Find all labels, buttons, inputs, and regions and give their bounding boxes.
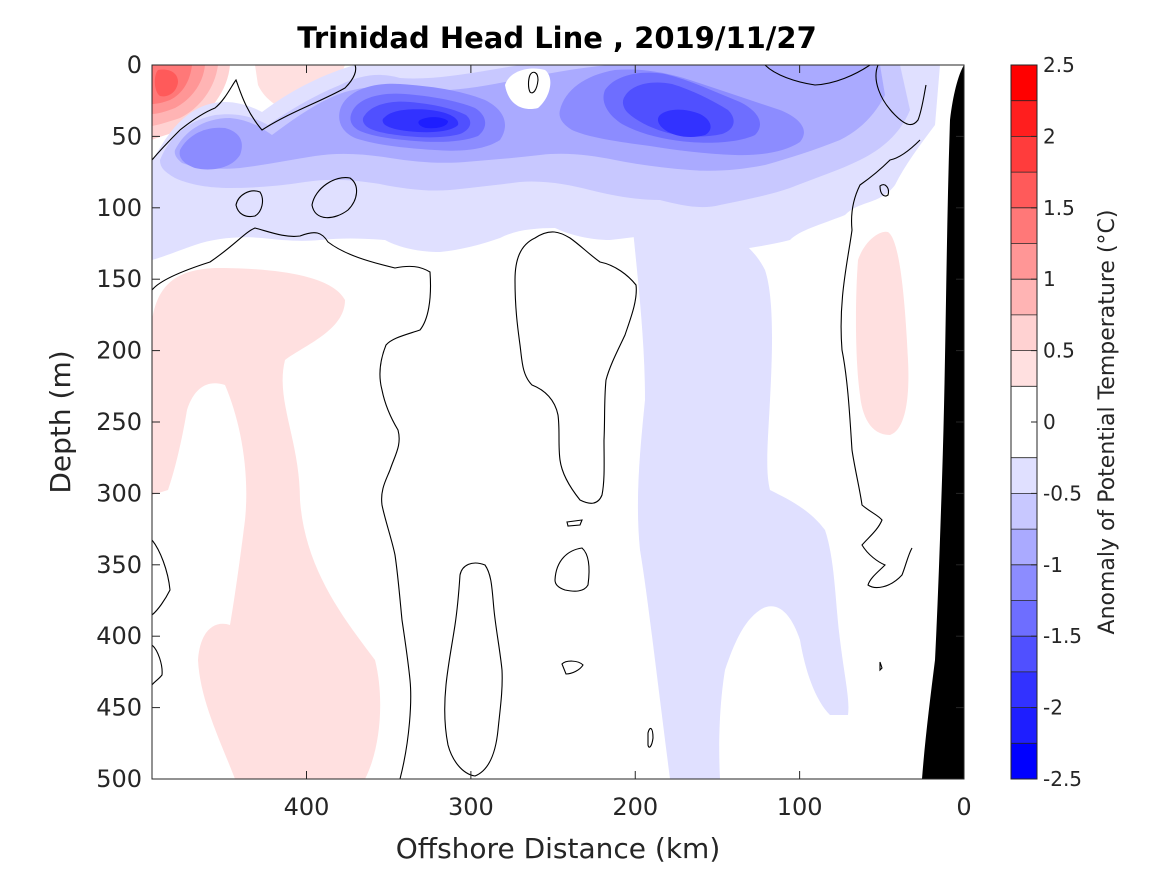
x-axis-ticks: 400 300 200 100 0 [284, 65, 972, 821]
y-tick-label: 500 [96, 765, 142, 793]
cold-core-300km-l5 [418, 117, 448, 129]
colorbar-segment [1011, 243, 1037, 280]
cold-core-175km-l4 [657, 109, 711, 138]
colorbar-segment [1011, 529, 1037, 566]
y-tick-label: 300 [96, 479, 142, 507]
y-axis-ticks: 0 50 100 150 200 250 300 350 400 450 500 [96, 51, 964, 793]
y-axis-label: Depth (m) [44, 350, 77, 493]
x-tick-label: 400 [284, 793, 330, 821]
colorbar-segment [1011, 707, 1037, 744]
colorbar-segment [1011, 100, 1037, 137]
colorbar [1011, 65, 1037, 780]
y-tick-label: 450 [96, 694, 142, 722]
colorbar-tick-label: -0.5 [1043, 481, 1082, 505]
colorbar-segment [1011, 136, 1037, 173]
zero-contours [152, 65, 927, 779]
y-tick-label: 400 [96, 622, 142, 650]
colorbar-tick-label: -1.5 [1043, 624, 1082, 648]
warm-region-offshore-deep [152, 268, 381, 779]
colorbar-segment [1011, 743, 1037, 780]
cold-column-mid [630, 200, 849, 779]
y-tick-label: 200 [96, 337, 142, 365]
colorbar-tick-label: 2.5 [1043, 53, 1075, 77]
x-tick-label: 200 [612, 793, 658, 821]
y-tick-label: 100 [96, 194, 142, 222]
colorbar-label: Anomaly of Potential Temperature (°C) [1095, 210, 1120, 635]
colorbar-tick-label: -2 [1043, 696, 1063, 720]
neutral-pocket-260km [505, 68, 551, 110]
colorbar-tick-label: -1 [1043, 553, 1063, 577]
x-axis-label: Offshore Distance (km) [396, 832, 721, 865]
colorbar-segment [1011, 172, 1037, 209]
warm-core-level-5 [154, 69, 178, 97]
x-tick-label: 100 [777, 793, 823, 821]
y-tick-label: 350 [96, 551, 142, 579]
cold-patch-450km [179, 127, 242, 170]
colorbar-segment [1011, 65, 1037, 102]
y-tick-label: 250 [96, 408, 142, 436]
colorbar-tick-label: 2 [1043, 124, 1056, 148]
colorbar-segment [1011, 207, 1037, 244]
colorbar-tick-label: 0.5 [1043, 339, 1075, 363]
x-tick-label: 0 [956, 793, 971, 821]
colorbar-segment [1011, 350, 1037, 387]
colorbar-segment [1011, 279, 1037, 316]
colorbar-segment [1011, 314, 1037, 352]
colorbar-tick-label: -2.5 [1043, 767, 1082, 791]
bathymetry-shelf [922, 65, 964, 779]
colorbar-tick-label: 0 [1043, 410, 1056, 434]
colorbar-ticks: 2.5 2 1.5 1 0.5 0 -0.5 -1 -1.5 -2 -2.5 [1031, 53, 1082, 791]
plot-area [152, 65, 964, 779]
colorbar-segment [1011, 600, 1037, 637]
colorbar-segment [1011, 636, 1037, 673]
colorbar-segment [1011, 493, 1037, 530]
colorbar-tick-label: 1 [1043, 267, 1056, 291]
y-tick-label: 150 [96, 265, 142, 293]
warm-region-coastal [855, 231, 909, 435]
y-tick-label: 0 [127, 51, 142, 79]
colorbar-segment [1011, 671, 1037, 709]
chart-title: Trinidad Head Line , 2019/11/27 [297, 21, 817, 55]
x-tick-label: 300 [448, 793, 494, 821]
colorbar-segment [1011, 564, 1037, 601]
colorbar-tick-label: 1.5 [1043, 196, 1075, 220]
y-tick-label: 50 [111, 122, 142, 150]
colorbar-segment [1011, 457, 1037, 494]
